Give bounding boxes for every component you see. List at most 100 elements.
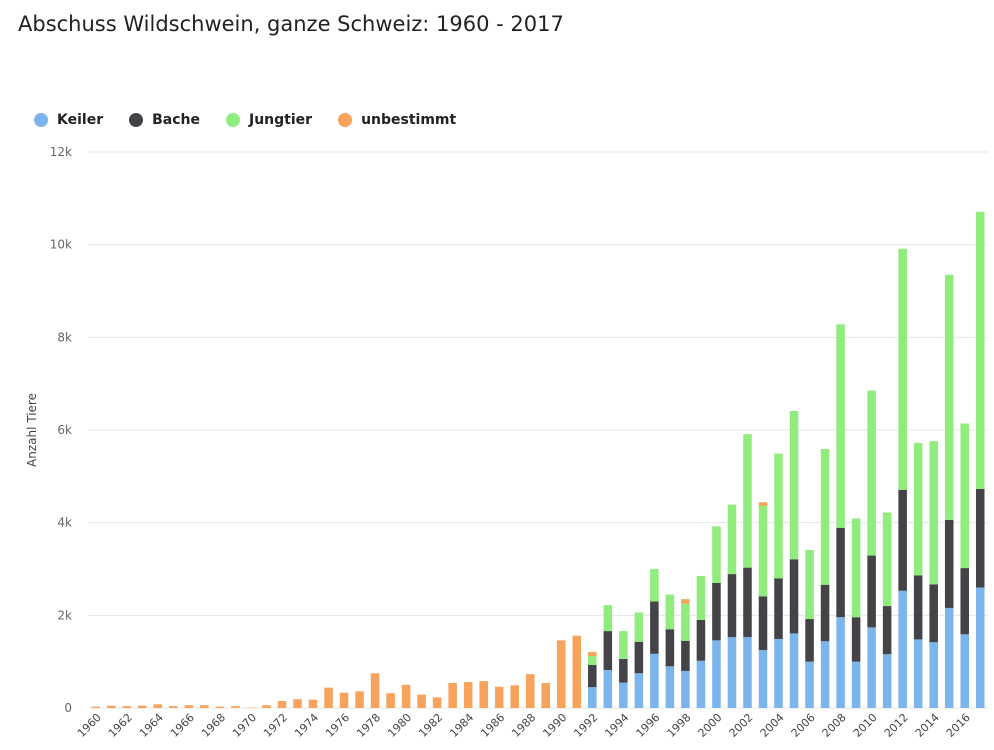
bar-bache-1994[interactable] — [619, 658, 628, 683]
bar-bache-2014[interactable] — [929, 584, 938, 643]
bar-keiler-2003[interactable] — [758, 650, 768, 708]
bar-jungtier-2005[interactable] — [789, 411, 799, 560]
bar-keiler-2014[interactable] — [929, 642, 938, 708]
bar-jungtier-2001[interactable] — [727, 504, 737, 575]
bar-jungtier-2016[interactable] — [960, 423, 969, 569]
bar-unbestimmt-1977[interactable] — [355, 691, 364, 708]
bar-keiler-2004[interactable] — [774, 638, 783, 708]
bar-unbestimmt-1990[interactable] — [557, 640, 566, 708]
bar-keiler-1996[interactable] — [650, 653, 659, 708]
bar-keiler-2008[interactable] — [836, 617, 845, 708]
bar-keiler-2009[interactable] — [851, 661, 861, 708]
bar-jungtier-2013[interactable] — [913, 442, 923, 576]
bar-bache-1999[interactable] — [696, 619, 706, 661]
bar-unbestimmt-1968[interactable] — [215, 706, 225, 708]
bar-bache-2006[interactable] — [805, 619, 814, 662]
bar-bache-2004[interactable] — [774, 578, 783, 639]
bar-keiler-2002[interactable] — [743, 637, 752, 708]
bar-bache-2016[interactable] — [960, 568, 969, 635]
bar-bache-1992[interactable] — [588, 664, 597, 688]
legend-item-jungtier[interactable]: Jungtier — [226, 112, 312, 128]
bar-keiler-1999[interactable] — [696, 660, 706, 708]
bar-jungtier-1998[interactable] — [681, 603, 690, 641]
bar-jungtier-2000[interactable] — [712, 526, 721, 583]
bar-unbestimmt-1988[interactable] — [525, 674, 535, 708]
bar-unbestimmt-1960[interactable] — [91, 706, 101, 708]
bar-unbestimmt-1976[interactable] — [339, 692, 349, 708]
legend-item-keiler[interactable]: Keiler — [34, 112, 103, 128]
bar-unbestimmt-1967[interactable] — [200, 705, 209, 708]
bar-jungtier-2012[interactable] — [898, 248, 907, 490]
bar-jungtier-1994[interactable] — [619, 631, 628, 659]
bar-bache-2011[interactable] — [882, 606, 892, 655]
bar-jungtier-2015[interactable] — [944, 274, 954, 520]
bar-unbestimmt-1973[interactable] — [293, 699, 302, 708]
bar-bache-2001[interactable] — [727, 574, 737, 638]
bar-unbestimmt-1970[interactable] — [246, 707, 256, 709]
bar-jungtier-2014[interactable] — [929, 441, 938, 585]
bar-keiler-2005[interactable] — [789, 633, 799, 708]
bar-unbestimmt-1982[interactable] — [432, 697, 442, 708]
bar-bache-2002[interactable] — [743, 567, 752, 638]
bar-jungtier-2017[interactable] — [975, 211, 985, 489]
bar-unbestimmt-1961[interactable] — [107, 705, 116, 708]
bar-keiler-2015[interactable] — [944, 607, 954, 708]
bar-unbestimmt-1985[interactable] — [479, 681, 488, 708]
bar-bache-1996[interactable] — [650, 601, 659, 654]
bar-unbestimmt-1962[interactable] — [122, 706, 132, 708]
bar-jungtier-1997[interactable] — [665, 594, 675, 630]
bar-unbestimmt-1979[interactable] — [386, 693, 395, 708]
bar-unbestimmt-1975[interactable] — [324, 687, 333, 708]
bar-keiler-2017[interactable] — [975, 587, 985, 708]
bar-jungtier-2009[interactable] — [851, 518, 861, 618]
bar-keiler-2007[interactable] — [820, 641, 830, 708]
bar-jungtier-1992[interactable] — [588, 656, 597, 665]
bar-keiler-2006[interactable] — [805, 661, 814, 708]
bar-unbestimmt-1964[interactable] — [153, 704, 163, 708]
bar-jungtier-2011[interactable] — [882, 512, 892, 607]
bar-unbestimmt-1991[interactable] — [572, 635, 582, 708]
bar-jungtier-1995[interactable] — [634, 612, 644, 642]
bar-bache-2009[interactable] — [851, 617, 861, 662]
bar-keiler-2001[interactable] — [727, 637, 737, 708]
bar-unbestimmt-1971[interactable] — [262, 705, 271, 708]
bar-bache-2017[interactable] — [975, 488, 985, 588]
bar-unbestimmt-1992[interactable] — [588, 651, 597, 657]
bar-jungtier-1999[interactable] — [696, 575, 706, 620]
bar-jungtier-2006[interactable] — [805, 550, 814, 620]
bar-keiler-2010[interactable] — [867, 627, 876, 708]
bar-keiler-1997[interactable] — [665, 666, 675, 708]
bar-jungtier-2004[interactable] — [774, 453, 783, 579]
bar-keiler-1992[interactable] — [588, 687, 597, 708]
bar-jungtier-1993[interactable] — [603, 605, 613, 632]
bar-unbestimmt-1984[interactable] — [463, 682, 473, 708]
legend-item-unbestimmt[interactable]: unbestimmt — [338, 112, 456, 128]
bar-jungtier-2007[interactable] — [820, 448, 830, 585]
bar-unbestimmt-1963[interactable] — [138, 705, 147, 708]
bar-keiler-2013[interactable] — [913, 639, 923, 708]
bar-bache-2013[interactable] — [913, 575, 923, 640]
bar-keiler-1993[interactable] — [603, 670, 613, 708]
bar-bache-1998[interactable] — [681, 640, 690, 671]
bar-jungtier-2010[interactable] — [867, 390, 876, 556]
bar-bache-2005[interactable] — [789, 559, 799, 634]
bar-unbestimmt-1980[interactable] — [401, 684, 411, 708]
bar-unbestimmt-1983[interactable] — [448, 682, 457, 708]
bar-keiler-1998[interactable] — [681, 670, 690, 708]
bar-keiler-2011[interactable] — [882, 654, 892, 708]
bar-unbestimmt-1978[interactable] — [370, 673, 380, 708]
bar-unbestimmt-1981[interactable] — [417, 694, 426, 708]
bar-unbestimmt-1969[interactable] — [231, 706, 240, 708]
bar-jungtier-2008[interactable] — [836, 324, 845, 528]
bar-bache-2015[interactable] — [944, 519, 954, 608]
bar-bache-2010[interactable] — [867, 555, 876, 628]
bar-unbestimmt-1989[interactable] — [541, 682, 551, 708]
bar-bache-1997[interactable] — [665, 629, 675, 667]
bar-bache-2007[interactable] — [820, 584, 830, 642]
bar-unbestimmt-2003[interactable] — [758, 502, 768, 506]
bar-bache-2000[interactable] — [712, 582, 721, 641]
bar-unbestimmt-1966[interactable] — [184, 705, 194, 708]
bar-unbestimmt-1974[interactable] — [308, 699, 318, 708]
bar-bache-2003[interactable] — [758, 596, 768, 651]
bar-unbestimmt-1987[interactable] — [510, 685, 519, 708]
